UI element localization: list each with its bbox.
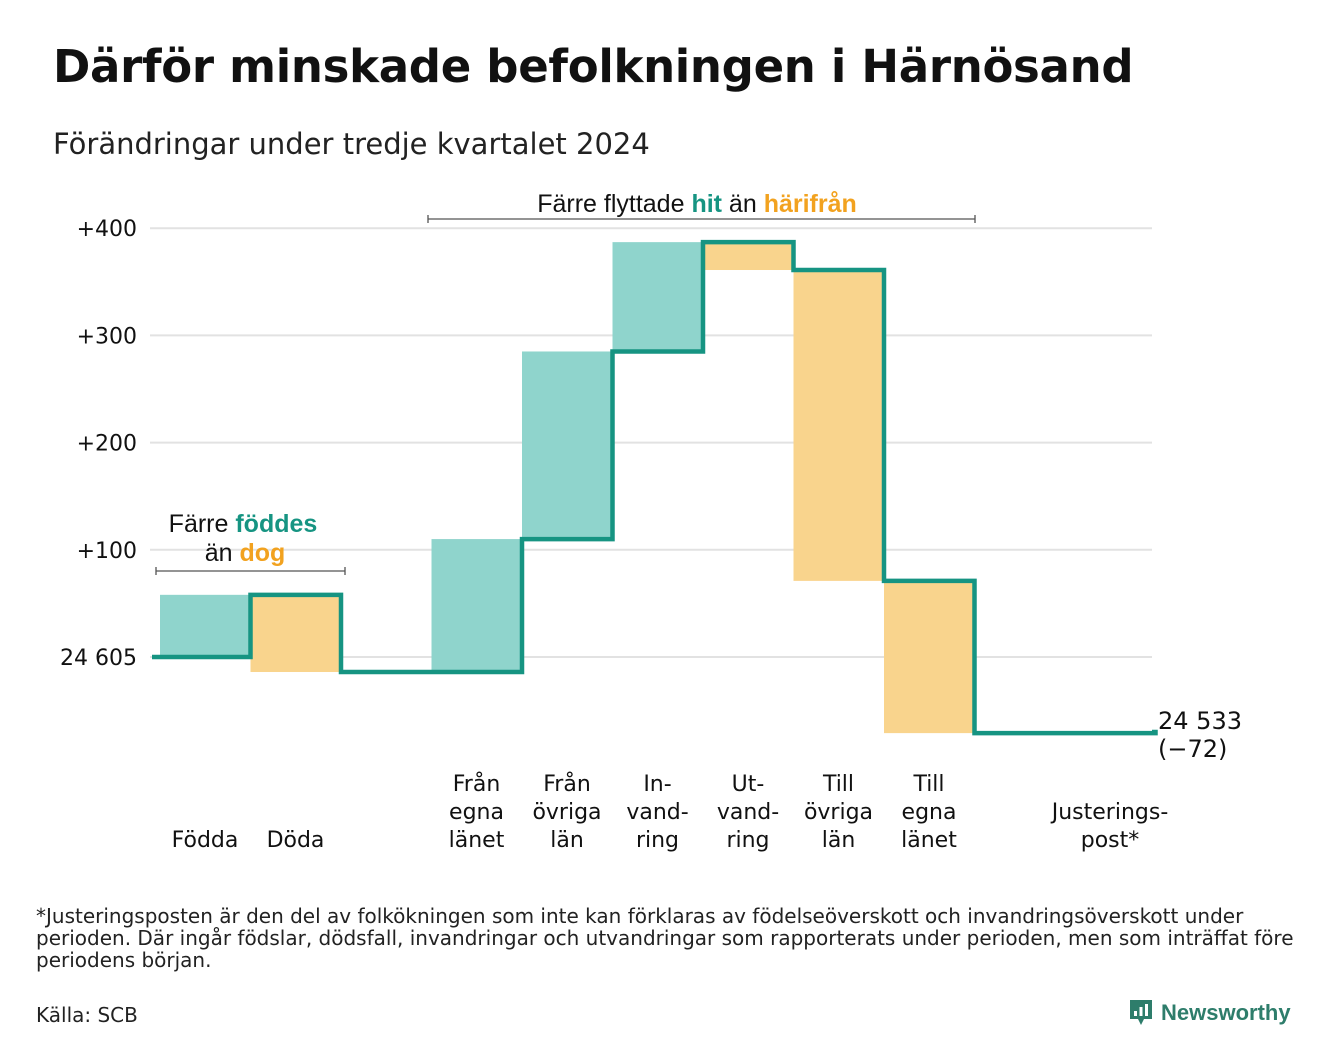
x-tick-label: In- xyxy=(643,772,671,797)
bar-4 xyxy=(522,351,612,540)
end-change-label: (−72) xyxy=(1158,735,1227,763)
x-tick-label: Döda xyxy=(267,828,325,853)
x-tick-label: egna xyxy=(449,800,504,825)
x-tick-label: Till xyxy=(912,772,944,797)
x-tick-label: Från xyxy=(543,771,591,797)
x-tick-label: län xyxy=(822,828,856,853)
bar-3 xyxy=(431,539,522,673)
newsworthy-logo[interactable]: Newsworthy xyxy=(1128,997,1291,1029)
end-value-label: 24 533 xyxy=(1158,707,1242,735)
annotation-segment: hit xyxy=(691,190,722,218)
annotation-segment: föddes xyxy=(235,510,317,538)
chart-title: Därför minskade befolkningen i Härnösand xyxy=(53,40,1134,93)
annotation-segment: härifrån xyxy=(764,190,857,218)
cumulative-line xyxy=(152,239,1158,736)
x-tick-label: Till xyxy=(822,772,854,797)
x-tick-label: ring xyxy=(636,828,679,853)
annotation-migration-bracket xyxy=(427,215,976,223)
x-tick-label: vand- xyxy=(717,800,779,825)
source-note: Källa: SCB xyxy=(36,1003,138,1027)
footnote: *Justeringsposten är den del av folkökni… xyxy=(36,904,1294,972)
bar-5 xyxy=(612,242,703,352)
bar-7 xyxy=(793,270,884,581)
x-tick-label: ring xyxy=(726,828,769,853)
annotation-births-line1: Färre föddes xyxy=(169,510,318,538)
annotation-segment: Färre flyttade xyxy=(537,190,691,218)
y-tick-label: +200 xyxy=(77,432,137,457)
y-tick-label: +100 xyxy=(77,539,137,564)
x-tick-label: vand- xyxy=(626,800,688,825)
annotation-births-bracket xyxy=(155,567,346,575)
x-tick-label: Justerings- xyxy=(1050,800,1169,825)
waterfall-chart: 24 605 +100 +200 +300 +400 Födda Döda Från egna l… xyxy=(60,190,1242,853)
x-tick-label: Ut- xyxy=(732,772,765,797)
annotation-segment: än xyxy=(722,190,764,218)
x-tick-label: post* xyxy=(1081,828,1140,853)
bar-1 xyxy=(250,594,341,673)
x-tick-label: övriga xyxy=(532,800,601,825)
annotation-births-line2: än dog xyxy=(205,539,286,567)
annotation-segment: Färre xyxy=(169,510,236,538)
y-tick-label: +400 xyxy=(77,217,137,242)
x-tick-label: länet xyxy=(449,828,505,853)
x-tick-label: Från xyxy=(453,771,501,797)
x-tick-label: länet xyxy=(901,828,957,853)
x-tick-label: övriga xyxy=(804,800,873,825)
chart-subtitle: Förändringar under tredje kvartalet 2024 xyxy=(53,127,650,161)
bar-8 xyxy=(884,580,974,734)
y-tick-label: 24 605 xyxy=(60,646,137,671)
y-tick-label: +300 xyxy=(77,324,137,349)
bar-6 xyxy=(703,242,793,271)
bar-0 xyxy=(160,594,250,657)
brand-name: Newsworthy xyxy=(1161,1000,1291,1025)
x-tick-label: egna xyxy=(902,800,957,825)
annotation-migration: Färre flyttade hit än härifrån xyxy=(537,190,857,218)
x-tick-label: Födda xyxy=(172,828,239,853)
annotation-segment: dog xyxy=(239,539,285,567)
chart-logo-icon xyxy=(1130,1000,1152,1025)
annotation-segment: än xyxy=(205,539,240,567)
x-tick-label: län xyxy=(550,828,584,853)
